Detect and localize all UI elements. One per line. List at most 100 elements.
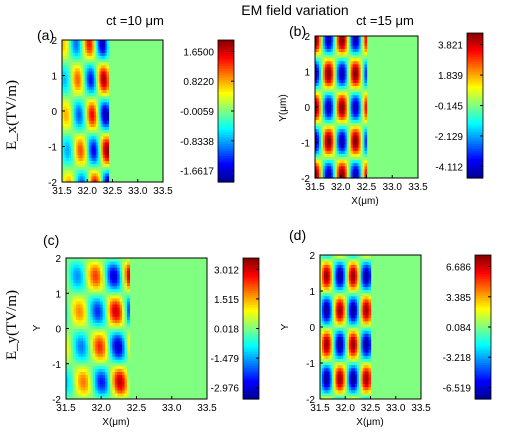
field-cell (328, 91, 332, 96)
field-cell (87, 132, 90, 137)
colorbar-band (243, 356, 259, 360)
field-cell (88, 154, 92, 158)
field-cell (92, 297, 96, 302)
field-cell (344, 51, 348, 56)
field-cell (342, 36, 346, 40)
field-cell (92, 273, 96, 277)
field-cell (83, 169, 86, 174)
field-cell (334, 36, 338, 40)
field-cell (334, 48, 338, 53)
field-cell (100, 261, 104, 265)
field-cell (97, 264, 101, 268)
field-cell (324, 42, 328, 46)
field-cell (321, 280, 325, 284)
field-cell (351, 301, 354, 306)
field-cell (85, 368, 89, 373)
field-cell (114, 285, 118, 290)
field-cell (94, 55, 97, 60)
field-cell (90, 157, 93, 161)
field-cell (65, 40, 68, 44)
field-cell (356, 348, 360, 353)
field-cell (124, 368, 128, 373)
field-cell (351, 314, 354, 319)
field-cell (124, 380, 128, 385)
field-cell (358, 76, 362, 80)
field-cell (65, 86, 68, 90)
field-cell (356, 79, 360, 83)
field-cell (95, 337, 99, 342)
field-cell (112, 343, 116, 348)
field-cell (69, 117, 72, 121)
field-cell (85, 264, 89, 268)
field-cell (364, 295, 368, 300)
field-cell (320, 386, 323, 391)
field-cell (95, 144, 99, 149)
field-cell (326, 51, 330, 56)
field-cell (337, 370, 341, 375)
field-cell (70, 261, 74, 265)
field-cell (106, 160, 110, 165)
field-cell (92, 313, 96, 317)
field-cell (69, 123, 72, 128)
field-cell (333, 273, 337, 278)
field-cell (362, 125, 366, 130)
field-cell (68, 285, 72, 290)
field-cell (73, 279, 77, 284)
field-cell (90, 359, 94, 363)
field-cell (90, 356, 94, 360)
field-cell (78, 148, 81, 152)
field-cell (325, 308, 329, 312)
field-cell (88, 95, 92, 100)
field-cell (73, 303, 77, 308)
field-cell (329, 264, 333, 269)
field-cell (343, 330, 346, 334)
field-cell (345, 339, 348, 344)
field-cell (356, 361, 360, 366)
colorbar-band (243, 307, 259, 311)
field-cell (342, 54, 346, 59)
field-cell (358, 73, 362, 77)
field-cell (344, 131, 348, 136)
field-cell (364, 51, 368, 56)
field-cell (337, 361, 341, 366)
field-cell (124, 288, 128, 293)
field-cell (364, 373, 368, 378)
field-cell (352, 45, 356, 49)
field-cell (348, 153, 352, 157)
field-cell (329, 380, 333, 384)
field-cell (119, 258, 123, 262)
field-cell (87, 325, 91, 330)
field-cell (90, 288, 94, 293)
field-cell (353, 361, 356, 366)
field-cell (337, 283, 341, 287)
colorbar-band (218, 40, 234, 43)
field-cell (352, 69, 356, 74)
field-cell (337, 280, 341, 284)
field-cell (353, 255, 356, 259)
field-cell (362, 348, 366, 353)
field-cell (344, 134, 348, 139)
field-cell (364, 76, 368, 80)
field-cell (327, 395, 331, 400)
field-cell (88, 80, 92, 84)
colorbar-band (467, 35, 483, 39)
field-cell (102, 273, 106, 277)
field-cell (331, 386, 335, 391)
field-cell (109, 279, 113, 284)
field-cell (351, 336, 354, 341)
field-cell (79, 144, 83, 149)
field-cell (112, 322, 116, 327)
field-cell (360, 361, 364, 366)
field-cell (332, 60, 336, 65)
field-cell (337, 380, 341, 384)
field-cell (315, 73, 318, 77)
field-cell (323, 358, 327, 363)
field-cell (343, 323, 346, 328)
field-cell (364, 314, 368, 319)
field-cell (315, 88, 318, 93)
field-cell (362, 377, 366, 381)
panel-d: (d)31.5 32.0 32.5 33.0 33.5210-1-2X(μm)Y6.68… (280, 227, 492, 428)
field-cell (356, 298, 360, 303)
field-cell (63, 135, 67, 140)
field-cell (124, 337, 128, 342)
